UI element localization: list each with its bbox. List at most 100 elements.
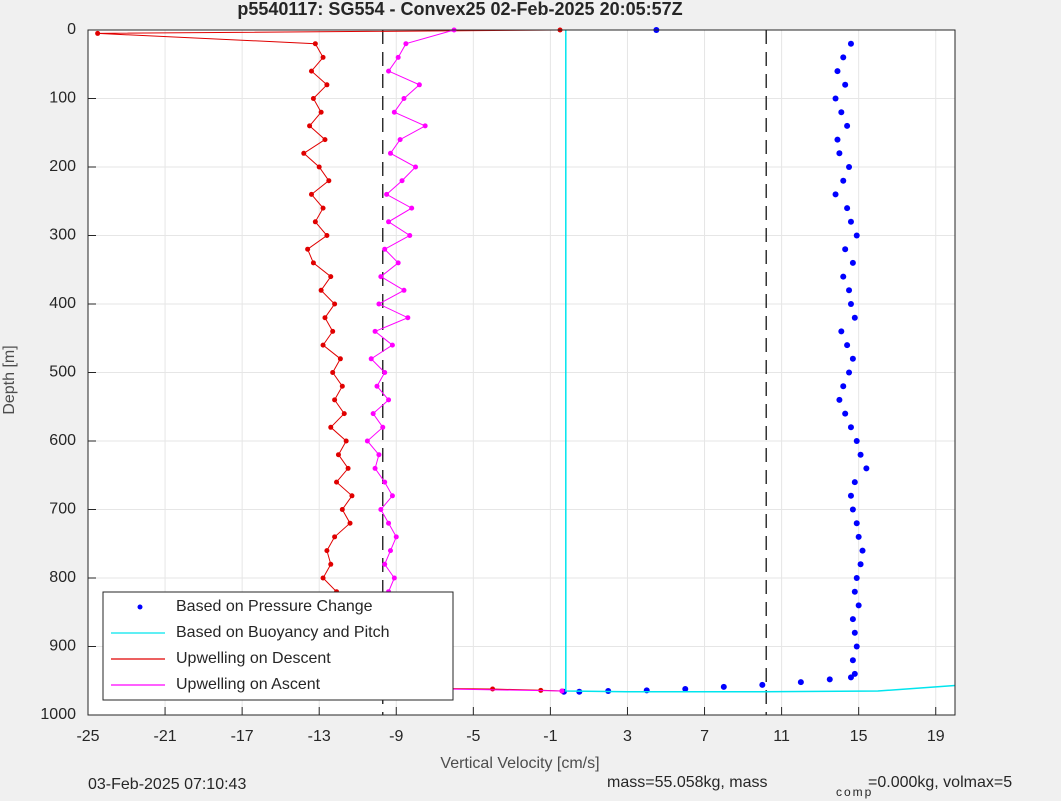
point bbox=[324, 548, 330, 554]
point bbox=[382, 561, 388, 567]
marks bbox=[95, 27, 956, 715]
point bbox=[305, 246, 311, 252]
x-tick-label: 11 bbox=[773, 728, 790, 745]
x-tick-label: -13 bbox=[308, 728, 331, 745]
point bbox=[310, 96, 316, 101]
point bbox=[370, 411, 376, 417]
point bbox=[312, 41, 318, 47]
point bbox=[320, 575, 326, 581]
point bbox=[840, 383, 847, 390]
axes: -25 -21 -17 -13 -9 -5 -1 3 7 11 15 1901002003004005… bbox=[40, 21, 944, 745]
point bbox=[846, 164, 853, 170]
x-tick-label: -25 bbox=[76, 728, 99, 745]
footer-mass: mass=55.058kg, mass bbox=[607, 774, 768, 791]
y-axis-label: Depth [m] bbox=[1, 345, 18, 414]
point bbox=[405, 315, 411, 321]
grid bbox=[87, 29, 955, 716]
point bbox=[401, 96, 407, 101]
point bbox=[849, 616, 856, 623]
point bbox=[382, 370, 388, 375]
point bbox=[847, 424, 854, 431]
point bbox=[851, 588, 858, 595]
point bbox=[364, 438, 370, 444]
point bbox=[853, 232, 860, 239]
point bbox=[378, 507, 384, 512]
point bbox=[386, 219, 392, 225]
point bbox=[386, 68, 392, 74]
point bbox=[849, 259, 856, 266]
point bbox=[389, 342, 395, 348]
point bbox=[334, 479, 340, 485]
point bbox=[308, 191, 314, 197]
point bbox=[826, 676, 833, 683]
point bbox=[391, 109, 397, 115]
x-tick-label: -9 bbox=[389, 728, 403, 745]
point bbox=[838, 328, 845, 335]
point bbox=[853, 520, 860, 527]
point bbox=[337, 356, 343, 362]
x-tick-label: -1 bbox=[543, 728, 557, 745]
footer-volmax: =0.000kg, volmax=5 bbox=[868, 774, 1012, 791]
point bbox=[401, 287, 407, 293]
point bbox=[328, 274, 334, 280]
y-tick-label: 900 bbox=[49, 638, 76, 655]
point bbox=[386, 397, 392, 403]
point bbox=[368, 356, 374, 362]
point bbox=[326, 178, 332, 184]
point bbox=[395, 54, 401, 60]
legend-label: Upwelling on Ascent bbox=[176, 676, 321, 693]
point bbox=[853, 575, 860, 581]
point bbox=[559, 688, 565, 694]
x-tick-label: -5 bbox=[466, 728, 480, 745]
point bbox=[847, 674, 854, 681]
point bbox=[834, 68, 841, 75]
y-tick-label: 800 bbox=[49, 569, 76, 586]
legend-label: Based on Pressure Change bbox=[176, 598, 373, 615]
point bbox=[847, 218, 854, 225]
point bbox=[349, 493, 355, 499]
point bbox=[855, 602, 862, 609]
point bbox=[847, 301, 854, 307]
point bbox=[310, 260, 316, 266]
y-tick-label: 400 bbox=[49, 295, 76, 312]
point bbox=[840, 177, 847, 184]
point bbox=[846, 369, 853, 376]
point bbox=[382, 246, 388, 252]
point bbox=[842, 81, 849, 88]
y-tick-label: 0 bbox=[67, 21, 76, 38]
point bbox=[846, 287, 853, 294]
point bbox=[840, 273, 847, 280]
point bbox=[343, 438, 349, 444]
footer-sub: comp bbox=[836, 785, 873, 799]
point bbox=[855, 533, 862, 540]
x-tick-label: -17 bbox=[231, 728, 254, 745]
point bbox=[851, 629, 858, 636]
point bbox=[330, 370, 336, 375]
point bbox=[318, 109, 324, 115]
point bbox=[335, 452, 341, 458]
point bbox=[853, 643, 860, 650]
point bbox=[399, 178, 405, 184]
point bbox=[422, 123, 428, 129]
point bbox=[387, 548, 393, 554]
legend-box bbox=[102, 591, 454, 701]
point bbox=[857, 561, 864, 568]
footer-time: 03-Feb-2025 07:10:43 bbox=[88, 776, 246, 793]
x-tick-label: -21 bbox=[154, 728, 177, 745]
legend-label: Based on Buoyancy and Pitch bbox=[176, 624, 389, 641]
point bbox=[842, 410, 849, 417]
y-tick-label: 300 bbox=[49, 227, 76, 244]
point bbox=[389, 493, 395, 499]
y-tick-label: 200 bbox=[49, 158, 76, 175]
point bbox=[409, 205, 415, 211]
point bbox=[380, 424, 386, 430]
point bbox=[312, 219, 318, 225]
point bbox=[853, 438, 860, 444]
y-tick-label: 600 bbox=[49, 432, 76, 449]
point bbox=[330, 328, 336, 334]
point bbox=[341, 411, 347, 417]
point bbox=[339, 383, 345, 389]
point bbox=[391, 575, 397, 581]
point bbox=[838, 109, 845, 116]
point bbox=[376, 452, 382, 458]
